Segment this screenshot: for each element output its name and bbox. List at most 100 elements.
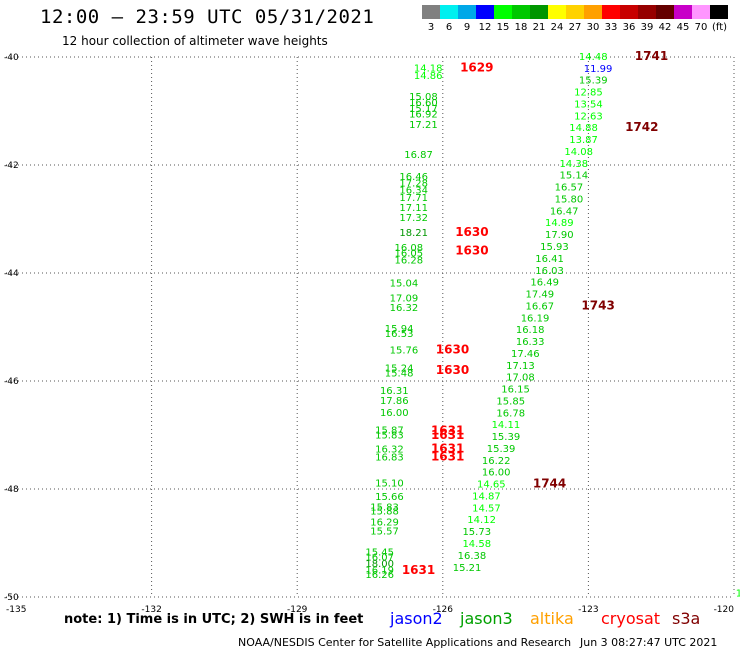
legend-swatch xyxy=(566,5,584,19)
x-tick-label: -135 xyxy=(6,605,26,615)
legend-swatch xyxy=(422,5,440,19)
legend-label: 33 xyxy=(604,22,618,33)
swh-value: 17.28 xyxy=(399,178,428,189)
swh-value: 16.19 xyxy=(521,313,550,324)
time-labels: 1629163016301630163016311631163116311631… xyxy=(402,49,668,577)
time-label: 1741 xyxy=(635,49,668,63)
swh-value: 15.39 xyxy=(492,432,521,443)
swh-value: 15.83 xyxy=(370,502,399,513)
swh-value: 16.00 xyxy=(482,468,511,479)
swh-value: 16.08 xyxy=(395,243,424,254)
swh-value: 14.48 xyxy=(579,52,608,63)
swh-value: 17.08 xyxy=(506,373,535,384)
swh-value: 14.65 xyxy=(477,480,506,491)
swh-value: 15.48 xyxy=(385,368,414,379)
swh-value: 16.26 xyxy=(365,570,394,581)
legend-label: 9 xyxy=(463,22,471,33)
swh-value: 17.13 xyxy=(506,361,535,372)
legend-swatch xyxy=(602,5,620,19)
swh-value: 17.90 xyxy=(545,230,574,241)
time-label: 1629 xyxy=(460,60,493,74)
legend-swatch xyxy=(548,5,566,19)
legend-label: 15 xyxy=(496,22,510,33)
swh-value: 16.05 xyxy=(395,248,424,259)
swh-value: 16.49 xyxy=(530,278,559,289)
legend-swatch xyxy=(458,5,476,19)
chart-title: 12:00 – 23:59 UTC 05/31/2021 xyxy=(40,6,375,28)
footer-note: note: 1) Time is in UTC; 2) SWH is in fe… xyxy=(64,612,364,627)
y-tick-label: -48 xyxy=(4,485,19,495)
swh-value: 13.87 xyxy=(569,135,598,146)
swh-value: 15.83 xyxy=(375,430,404,441)
swh-value: 17.21 xyxy=(409,120,438,131)
satellite-jason3: jason3 xyxy=(460,609,513,628)
legend-label: 27 xyxy=(568,22,582,33)
swh-value: 15.14 xyxy=(560,171,589,182)
swh-value: 14.57 xyxy=(472,503,501,514)
swh-value: 14.58 xyxy=(462,539,491,550)
x-tick-label: -123 xyxy=(578,605,598,615)
swh-value: 16.83 xyxy=(375,453,404,464)
swh-value: 16.00 xyxy=(380,408,409,419)
swh-value: 14.87 xyxy=(472,491,501,502)
swh-value: 15.08 xyxy=(409,92,438,103)
swh-value: 14.08 xyxy=(564,147,593,158)
credit-text: NOAA/NESDIS Center for Satellite Applica… xyxy=(238,636,572,649)
swh-value: 16.07 xyxy=(365,553,394,564)
legend-label: 39 xyxy=(640,22,654,33)
legend-swatch xyxy=(494,5,512,19)
swh-value: 16.67 xyxy=(526,301,555,312)
legend-label: 12 xyxy=(478,22,492,33)
swh-value: 14.11 xyxy=(492,420,521,431)
swh-value: 11.99 xyxy=(584,64,613,75)
swh-value: 17.46 xyxy=(511,349,540,360)
time-label: 1631 xyxy=(431,424,464,438)
time-label: 1630 xyxy=(436,363,469,377)
swh-value: 16.33 xyxy=(516,337,545,348)
swh-value: 15.88 xyxy=(370,507,399,518)
axis-ticks: -135 -132 -129 -126 -123 -120 -40 -42 -44 -46 -48 -… xyxy=(4,53,734,615)
legend-swatch xyxy=(710,5,728,19)
swh-value: 16.32 xyxy=(390,303,419,314)
legend-swatch xyxy=(620,5,638,19)
legend-unit: (ft) xyxy=(712,22,728,33)
swh-value: 16.31 xyxy=(380,386,409,397)
swh-value: 18.21 xyxy=(399,228,428,239)
swh-value: 15.24 xyxy=(385,364,414,375)
legend-swatch xyxy=(692,5,710,19)
swh-value: 16.47 xyxy=(550,206,579,217)
satellite-jason2: jason2 xyxy=(390,609,443,628)
time-label: 1742 xyxy=(625,120,658,134)
swh-value: 16.15 xyxy=(501,385,530,396)
swh-value: 16.03 xyxy=(535,266,564,277)
swh-value: 16.41 xyxy=(535,254,564,265)
time-label: 1630 xyxy=(436,343,469,357)
time-label: 1630 xyxy=(455,243,488,257)
swh-value: 16.46 xyxy=(399,172,428,183)
swh-value: 15.93 xyxy=(540,242,569,253)
legend-swatch xyxy=(530,5,548,19)
legend-swatch xyxy=(584,5,602,19)
swh-value: 15.04 xyxy=(390,279,419,290)
legend-swatch xyxy=(476,5,494,19)
swh-value: 14.88 xyxy=(569,123,598,134)
swh-value: 16.92 xyxy=(409,110,438,121)
legend-label: 70 xyxy=(694,22,708,33)
y-tick-label: -40 xyxy=(4,53,19,63)
swh-value: 15.39 xyxy=(487,444,516,455)
legend-label: 18 xyxy=(514,22,528,33)
time-label: 1630 xyxy=(455,225,488,239)
swh-value: 15.94 xyxy=(385,324,414,335)
swh-value: 15.39 xyxy=(579,76,608,87)
swh-value: 12.63 xyxy=(574,111,603,122)
chart-subtitle: 12 hour collection of altimeter wave hei… xyxy=(62,34,328,48)
y-tick-label: -42 xyxy=(4,161,19,171)
time-label: 1631 xyxy=(431,450,464,464)
swh-value: 16.34 xyxy=(399,185,428,196)
satellite-cryosat: cryosat xyxy=(601,609,661,628)
grid-lines xyxy=(6,56,735,598)
credit-timestamp: Jun 3 08:27:47 UTC 2021 xyxy=(580,636,718,649)
swh-value: 16.78 xyxy=(496,408,525,419)
swh-value: 14.86 xyxy=(414,71,443,82)
legend-swatch xyxy=(674,5,692,19)
